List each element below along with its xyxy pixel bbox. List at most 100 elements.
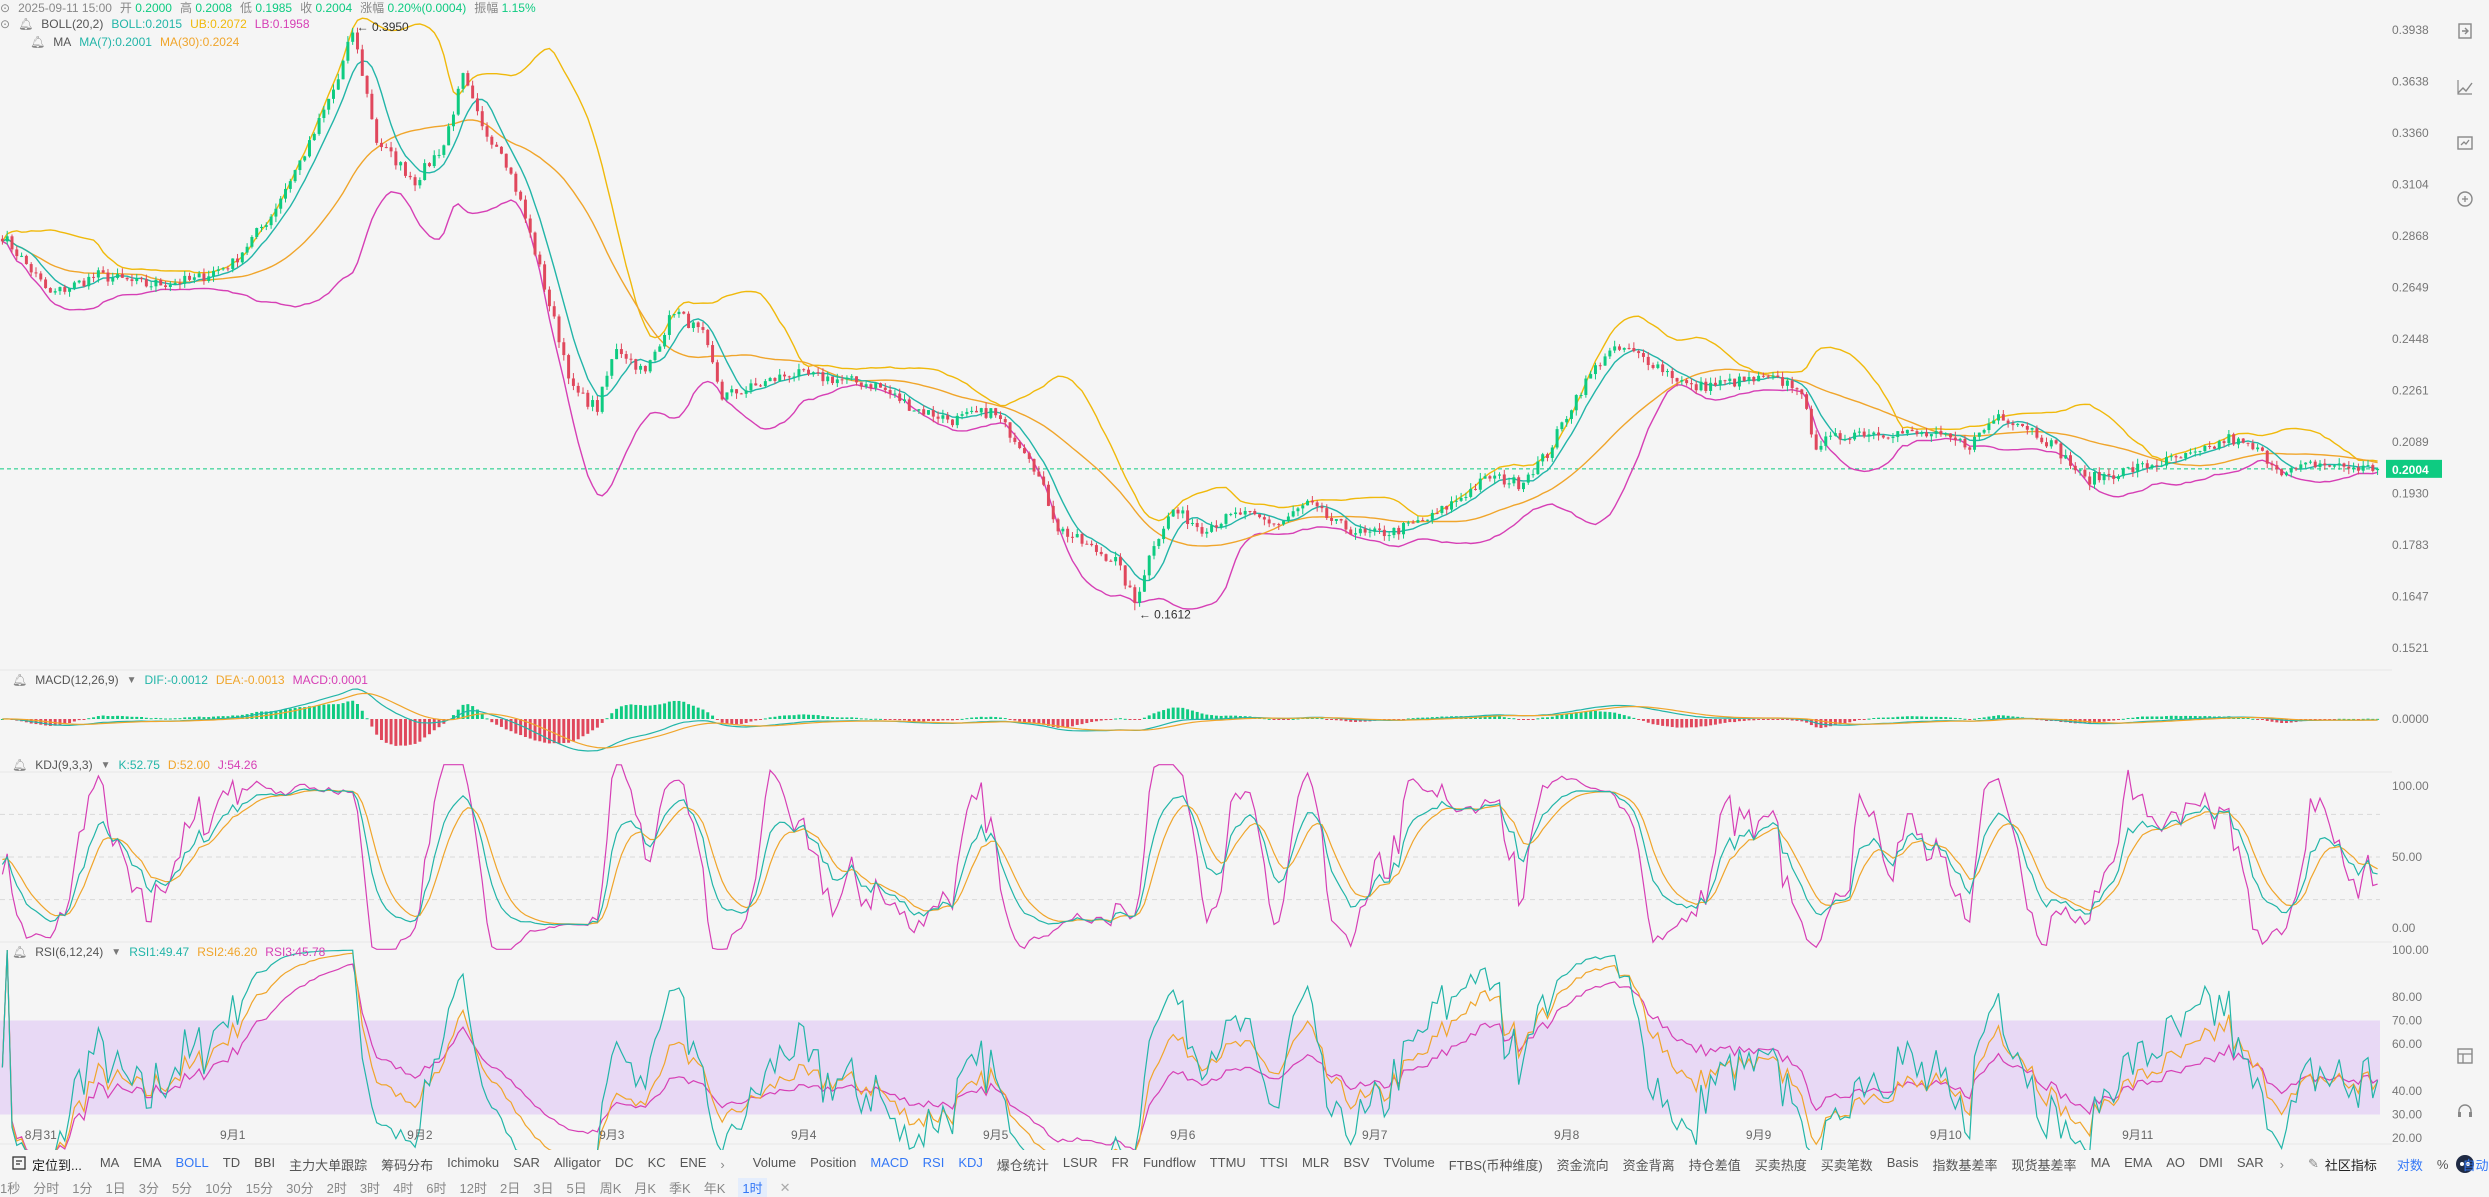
sub-indicator-19[interactable]: 买卖笔数 bbox=[1820, 1157, 1873, 1173]
timeframe-14[interactable]: 2日 bbox=[500, 1181, 521, 1196]
indicator-icon[interactable] bbox=[2454, 132, 2476, 154]
kdj-legend[interactable]: 🔔︎ KDJ(9,3,3) ▼ K:52.75 D:52.00 J:54.26 bbox=[12, 758, 258, 772]
sub-indicator-4[interactable]: KDJ bbox=[958, 1154, 983, 1170]
timeframe-12[interactable]: 6时 bbox=[426, 1181, 447, 1196]
sub-indicator-23[interactable]: MA bbox=[2090, 1154, 2111, 1170]
timeframe-8[interactable]: 30分 bbox=[286, 1181, 314, 1196]
percent-toggle[interactable]: % bbox=[2436, 1156, 2449, 1172]
sub-indicator-7[interactable]: FR bbox=[1111, 1154, 1129, 1170]
main-indicator-11[interactable]: KC bbox=[647, 1154, 666, 1170]
main-indicator-8[interactable]: SAR bbox=[513, 1154, 540, 1170]
sub-indicator-10[interactable]: TTSI bbox=[1259, 1154, 1288, 1170]
timeframe-11[interactable]: 4时 bbox=[393, 1181, 414, 1196]
collapse-icon[interactable]: ⊙ bbox=[0, 0, 11, 15]
locate-button[interactable]: 定位到... bbox=[32, 1157, 82, 1173]
main-indicator-4[interactable]: BBI bbox=[254, 1154, 276, 1170]
sub-indicator-25[interactable]: AO bbox=[2166, 1154, 2186, 1170]
sub-indicator-9[interactable]: TTMU bbox=[1209, 1154, 1246, 1170]
timeframe-5[interactable]: 5分 bbox=[171, 1181, 193, 1196]
sub-indicator-14[interactable]: FTBS(币种维度) bbox=[1448, 1157, 1543, 1173]
compare-icon[interactable] bbox=[2454, 188, 2476, 210]
sub-indicator-11[interactable]: MLR bbox=[1301, 1154, 1330, 1170]
sub-indicator-3[interactable]: RSI bbox=[922, 1154, 945, 1170]
macd-legend[interactable]: 🔔︎ MACD(12,26,9) ▼ DIF:-0.0012 DEA:-0.00… bbox=[12, 673, 368, 687]
chevron-down-icon[interactable]: ▼ bbox=[111, 946, 122, 958]
sub-indicator-27[interactable]: SAR bbox=[2236, 1154, 2264, 1170]
sub-indicator-2[interactable]: MACD bbox=[870, 1154, 909, 1170]
chevron-right-icon[interactable]: › bbox=[2279, 1156, 2284, 1172]
rsi-legend[interactable]: 🔔︎ RSI(6,12,24) ▼ RSI1:49.47 RSI2:46.20 … bbox=[12, 945, 326, 959]
community-indicator-button[interactable]: 社区指标 bbox=[2324, 1157, 2377, 1173]
sub-indicator-1[interactable]: Position bbox=[810, 1154, 857, 1170]
chevron-down-icon[interactable]: ▼ bbox=[126, 674, 137, 686]
timeframe-19[interactable]: 季K bbox=[669, 1181, 691, 1196]
locate-icon[interactable] bbox=[12, 1155, 26, 1173]
chart-canvas[interactable]: 0.3938 0.3638 0.3360 0.3104 0.2868 0.2649 0.24… bbox=[0, 0, 2442, 1150]
sub-indicator-8[interactable]: Fundflow bbox=[1142, 1154, 1196, 1170]
candle-body bbox=[308, 140, 311, 157]
timeframe-2[interactable]: 1分 bbox=[72, 1181, 93, 1196]
sub-indicator-0[interactable]: Volume bbox=[752, 1154, 797, 1170]
sub-indicator-17[interactable]: 持仓差值 bbox=[1688, 1157, 1741, 1173]
export-icon[interactable] bbox=[2454, 20, 2476, 42]
timeframe-16[interactable]: 5日 bbox=[566, 1181, 587, 1196]
headset-icon[interactable] bbox=[2454, 1100, 2476, 1122]
timeframe-18[interactable]: 月K bbox=[634, 1181, 657, 1196]
candle-body bbox=[557, 316, 561, 343]
bell-icon[interactable]: 🔔︎ bbox=[12, 673, 28, 687]
bell-icon[interactable]: 🔔︎ bbox=[18, 17, 34, 31]
timeframe-4[interactable]: 3分 bbox=[138, 1181, 159, 1196]
sub-indicator-26[interactable]: DMI bbox=[2199, 1154, 2223, 1170]
timeframe-0[interactable]: 1秒 bbox=[0, 1181, 21, 1196]
main-indicator-10[interactable]: DC bbox=[614, 1154, 634, 1170]
chevron-down-icon[interactable]: ▼ bbox=[100, 759, 111, 771]
edit-icon[interactable]: ✎ bbox=[2307, 1156, 2319, 1171]
sub-indicator-5[interactable]: 爆仓统计 bbox=[996, 1157, 1049, 1173]
timeframe-9[interactable]: 2时 bbox=[326, 1181, 347, 1196]
ma-legend[interactable]: 🔔︎ MA MA(7):0.2001 MA(30):0.2024 bbox=[30, 35, 240, 49]
bell-icon[interactable]: 🔔︎ bbox=[12, 945, 28, 959]
main-indicator-9[interactable]: Alligator bbox=[553, 1154, 601, 1170]
timeframe-3[interactable]: 1日 bbox=[105, 1181, 126, 1196]
collapse-icon[interactable]: ⊙ bbox=[0, 17, 11, 31]
timeframe-17[interactable]: 周K bbox=[599, 1181, 622, 1196]
close-icon[interactable]: ✕ bbox=[779, 1179, 791, 1195]
main-indicator-1[interactable]: EMA bbox=[133, 1154, 162, 1170]
timeframe-20[interactable]: 年K bbox=[703, 1181, 726, 1196]
timeframe-6[interactable]: 10分 bbox=[205, 1181, 233, 1196]
main-indicator-2[interactable]: BOLL bbox=[175, 1154, 209, 1170]
main-indicator-5[interactable]: 主力大单跟踪 bbox=[289, 1157, 368, 1173]
bell-icon[interactable]: 🔔︎ bbox=[12, 758, 28, 772]
main-indicator-7[interactable]: Ichimoku bbox=[447, 1154, 500, 1170]
layout-icon[interactable] bbox=[2454, 1045, 2476, 1067]
auto-scale-toggle[interactable]: 自动 bbox=[2462, 1157, 2489, 1173]
sub-indicator-13[interactable]: TVolume bbox=[1383, 1154, 1435, 1170]
main-indicator-3[interactable]: TD bbox=[222, 1154, 241, 1170]
log-scale-toggle[interactable]: 对数 bbox=[2396, 1157, 2423, 1173]
sub-indicator-6[interactable]: LSUR bbox=[1062, 1154, 1098, 1170]
sub-indicator-22[interactable]: 现货基差率 bbox=[2011, 1157, 2077, 1173]
sub-indicator-12[interactable]: BSV bbox=[1343, 1154, 1370, 1170]
timeframe-10[interactable]: 3时 bbox=[359, 1181, 381, 1196]
sub-indicator-20[interactable]: Basis bbox=[1886, 1154, 1919, 1170]
sub-indicator-21[interactable]: 指数基差率 bbox=[1932, 1157, 1998, 1173]
chevron-right-icon[interactable]: › bbox=[720, 1156, 725, 1172]
timeframe-13[interactable]: 12时 bbox=[459, 1181, 487, 1196]
timeframe-15[interactable]: 3日 bbox=[533, 1181, 554, 1196]
sub-indicator-18[interactable]: 买卖热度 bbox=[1754, 1157, 1807, 1173]
bell-icon[interactable]: 🔔︎ bbox=[30, 35, 46, 49]
timeframe-1[interactable]: 分时 bbox=[33, 1181, 60, 1196]
trend-line-icon[interactable] bbox=[2454, 76, 2476, 98]
assistant-icon[interactable] bbox=[2454, 1153, 2476, 1175]
main-indicator-12[interactable]: ENE bbox=[679, 1154, 707, 1170]
candle-body bbox=[178, 282, 182, 284]
sub-indicator-24[interactable]: EMA bbox=[2124, 1154, 2153, 1170]
sub-indicator-16[interactable]: 资金背离 bbox=[1622, 1157, 1675, 1173]
candle-body bbox=[1003, 419, 1007, 423]
boll-legend[interactable]: ⊙ 🔔︎ BOLL(20,2) BOLL:0.2015 UB:0.2072 LB… bbox=[0, 17, 310, 31]
main-indicator-0[interactable]: MA bbox=[99, 1154, 120, 1170]
main-indicator-6[interactable]: 筹码分布 bbox=[381, 1157, 434, 1173]
timeframe-7[interactable]: 15分 bbox=[245, 1181, 274, 1196]
sub-indicator-15[interactable]: 资金流向 bbox=[1556, 1157, 1609, 1173]
timeframe-21[interactable]: 1时 bbox=[738, 1178, 767, 1197]
